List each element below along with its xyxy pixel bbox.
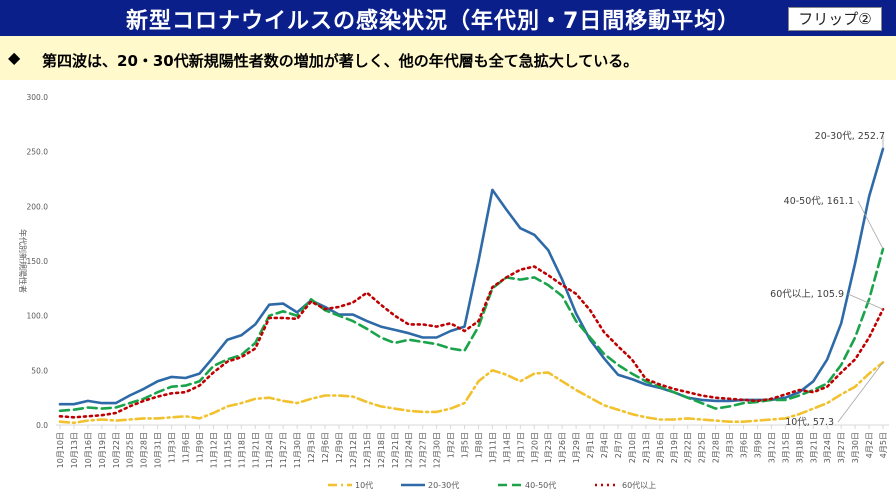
- x-tick-label: 2月1日: [586, 432, 595, 458]
- series-line-1: [58, 147, 885, 406]
- x-tick-label: 10月22日: [112, 432, 121, 468]
- x-tick-label: 12月21日: [391, 432, 400, 468]
- x-tick-label: 11月21日: [251, 432, 260, 468]
- series-line-3: [58, 265, 885, 419]
- y-axis-label: 年代別新規陽性者: [18, 229, 28, 293]
- x-tick-label: 1月2日: [447, 432, 456, 458]
- x-tick-label: 2月10日: [628, 432, 637, 463]
- title-bar: 新型コロナウイルスの感染状況（年代別・7日間移動平均） フリップ②: [0, 0, 896, 36]
- x-tick-label: 10月10日: [56, 432, 65, 468]
- end-data-label: 40-50代, 161.1: [784, 196, 854, 207]
- x-tick-label: 12月18日: [377, 432, 386, 468]
- x-tick-label: 3月24日: [823, 432, 832, 463]
- series-line-2: [58, 247, 885, 413]
- x-tick-label: 11月12日: [209, 432, 218, 468]
- x-tick-label: 2月4日: [600, 432, 609, 458]
- y-tick-label: 50.0: [31, 366, 48, 375]
- legend-label: 10代: [355, 480, 373, 490]
- end-data-label: 10代, 57.3: [785, 417, 834, 428]
- legend-label: 20-30代: [428, 480, 459, 490]
- x-tick-label: 3月30日: [851, 432, 860, 463]
- y-tick-label: 250.0: [27, 148, 49, 157]
- summary-banner: [0, 36, 896, 80]
- x-tick-label: 11月3日: [168, 432, 177, 463]
- x-tick-label: 2月7日: [614, 432, 623, 458]
- x-tick-label: 1月17日: [516, 432, 525, 463]
- x-tick-label: 11月27日: [279, 432, 288, 468]
- x-tick-label: 3月9日: [753, 432, 762, 458]
- x-tick-label: 3月6日: [740, 432, 749, 458]
- x-tick-label: 3月15日: [781, 432, 790, 463]
- x-tick-label: 11月24日: [265, 432, 274, 468]
- x-tick-label: 10月25日: [126, 432, 135, 468]
- x-tick-label: 12月9日: [335, 432, 344, 463]
- x-tick-label: 10月16日: [84, 432, 93, 468]
- x-tick-label: 2月22日: [684, 432, 693, 463]
- x-tick-label: 10月19日: [98, 432, 107, 468]
- diamond-bullet-icon: ◆: [8, 48, 21, 67]
- x-tick-label: 12月30日: [433, 432, 442, 468]
- y-tick-label: 200.0: [27, 202, 49, 211]
- x-tick-label: 1月29日: [572, 432, 581, 463]
- y-tick-label: 150.0: [27, 257, 49, 266]
- leader-line: [837, 362, 884, 423]
- x-tick-label: 3月18日: [795, 432, 804, 463]
- legend-label: 40-50代: [525, 480, 556, 490]
- flip-badge: フリップ②: [788, 7, 882, 31]
- x-tick-label: 10月31日: [154, 432, 163, 468]
- y-tick-label: 100.0: [27, 312, 49, 321]
- x-tick-label: 11月18日: [237, 432, 246, 468]
- line-chart: 10月10日 10月13日 10月16日 10月19日 10月22日 10月25日 10月2…: [18, 93, 889, 490]
- page-title: 新型コロナウイルスの感染状況（年代別・7日間移動平均）: [126, 9, 741, 34]
- x-tick-label: 10月28日: [140, 432, 149, 468]
- x-tick-label: 2月13日: [642, 432, 651, 463]
- x-tick-label: 12月6日: [321, 432, 330, 463]
- x-tick-label: 1月5日: [461, 432, 470, 458]
- x-tick-label: 1月14日: [502, 432, 511, 463]
- x-tick-label: 12月24日: [405, 432, 414, 468]
- end-data-label: 20-30代, 252.7: [815, 131, 885, 142]
- y-tick-label: 300.0: [27, 93, 49, 102]
- x-tick-label: 2月16日: [656, 432, 665, 463]
- y-tick-label: 0.0: [36, 421, 48, 430]
- x-tick-label: 11月30日: [293, 432, 302, 468]
- x-tick-label: 11月6日: [182, 432, 191, 463]
- x-tick-label: 1月23日: [544, 432, 553, 463]
- x-tick-label: 2月19日: [670, 432, 679, 463]
- x-tick-label: 11月15日: [223, 432, 232, 468]
- x-tick-label: 12月27日: [419, 432, 428, 468]
- x-tick-label: 1月26日: [558, 432, 567, 463]
- x-tick-label: 1月11日: [488, 432, 497, 463]
- x-tick-label: 12月12日: [349, 432, 358, 468]
- x-tick-label: 10月13日: [70, 432, 79, 468]
- x-tick-label: 12月15日: [363, 432, 372, 468]
- x-tick-label: 3月3日: [726, 432, 735, 458]
- x-tick-label: 2月28日: [712, 432, 721, 463]
- x-tick-label: 4月5日: [879, 432, 888, 458]
- x-tick-label: 4月2日: [865, 432, 874, 458]
- end-data-label: 60代以上, 105.9: [770, 289, 844, 300]
- leader-line: [847, 293, 884, 310]
- x-tick-label: 1月20日: [530, 432, 539, 463]
- series-line-0: [58, 361, 885, 425]
- x-tick-label: 1月8日: [474, 432, 483, 458]
- legend-label: 60代以上: [622, 480, 656, 490]
- leader-line: [857, 200, 884, 250]
- x-tick-label: 3月27日: [837, 432, 846, 463]
- x-tick-label: 3月12日: [767, 432, 776, 463]
- summary-text: 第四波は、20・30代新規陽性者数の増加が著しく、他の年代層も全て急拡大している…: [42, 52, 639, 70]
- x-tick-label: 12月3日: [307, 432, 316, 463]
- x-tick-label: 2月25日: [698, 432, 707, 463]
- x-tick-label: 3月21日: [809, 432, 818, 463]
- x-tick-label: 11月9日: [195, 432, 204, 463]
